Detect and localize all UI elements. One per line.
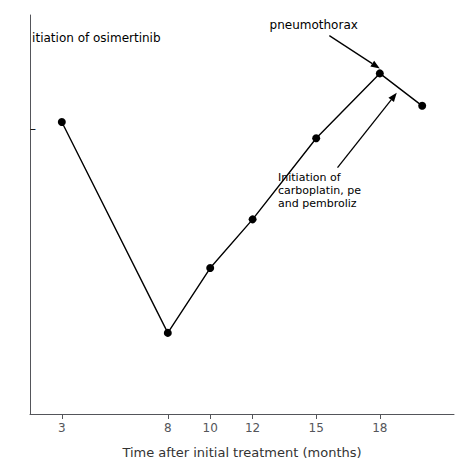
svg-text:3: 3	[58, 421, 66, 435]
svg-text:pneumothorax: pneumothorax	[270, 18, 358, 32]
svg-text:18: 18	[372, 421, 387, 435]
svg-text:12: 12	[245, 421, 260, 435]
svg-text:15: 15	[309, 421, 324, 435]
svg-text:Initiation of: Initiation of	[278, 171, 342, 184]
svg-text:–: –	[30, 122, 36, 136]
svg-text:and pembroliz: and pembroliz	[278, 197, 357, 210]
svg-text:carboplatin, pe: carboplatin, pe	[278, 184, 361, 197]
svg-text:Time after initial treatment (: Time after initial treatment (months)	[121, 445, 361, 460]
svg-text:8: 8	[164, 421, 172, 435]
svg-text:itiation of osimertinib: itiation of osimertinib	[32, 31, 160, 45]
svg-text:10: 10	[203, 421, 218, 435]
